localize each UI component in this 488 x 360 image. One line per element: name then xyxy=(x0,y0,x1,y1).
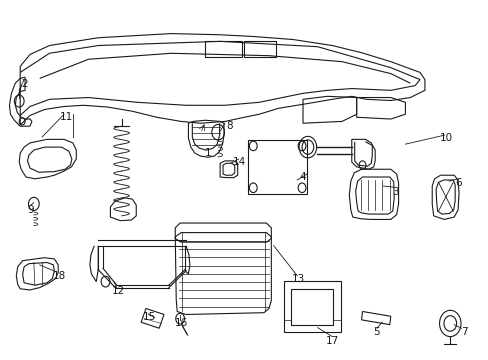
Text: 7: 7 xyxy=(460,327,466,337)
Text: 10: 10 xyxy=(439,133,452,143)
Bar xyxy=(248,140,306,194)
Text: 18: 18 xyxy=(53,271,66,281)
Text: 16: 16 xyxy=(174,319,187,328)
Text: 11: 11 xyxy=(60,112,73,122)
Bar xyxy=(205,41,242,58)
Text: 15: 15 xyxy=(142,312,156,323)
Bar xyxy=(284,281,340,332)
Text: 2: 2 xyxy=(21,79,27,89)
Text: 4: 4 xyxy=(299,172,305,182)
Bar xyxy=(291,289,332,325)
Text: 9: 9 xyxy=(27,205,34,215)
Text: 1: 1 xyxy=(204,148,211,158)
Text: 3: 3 xyxy=(391,187,398,197)
Text: 5: 5 xyxy=(372,327,379,337)
Text: 8: 8 xyxy=(226,121,233,131)
Text: 14: 14 xyxy=(232,157,246,167)
Text: 13: 13 xyxy=(291,274,304,284)
Text: 17: 17 xyxy=(325,336,338,346)
Bar xyxy=(244,41,276,58)
Text: 12: 12 xyxy=(112,285,125,296)
Text: 6: 6 xyxy=(455,178,462,188)
